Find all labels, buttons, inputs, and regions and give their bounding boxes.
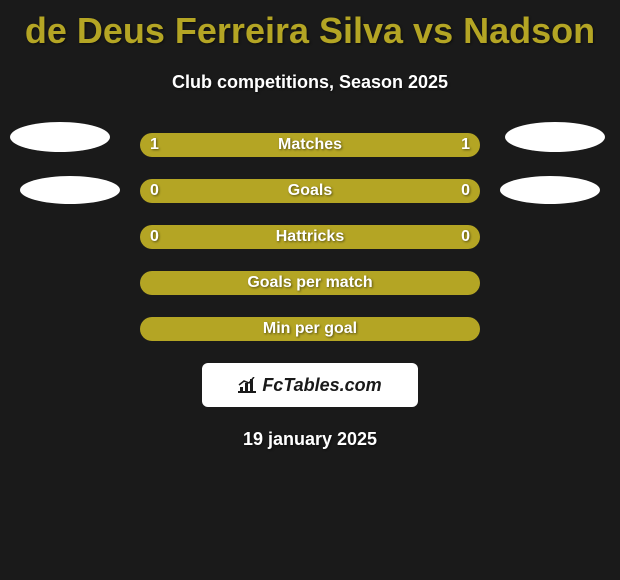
page-subtitle: Club competitions, Season 2025 [0,72,620,93]
stat-row-goals: 0 Goals 0 [140,179,480,203]
decoration-ellipse-right-1 [505,122,605,152]
stat-row-goals-per-match: Goals per match [140,271,480,295]
stat-row-hattricks: 0 Hattricks 0 [140,225,480,249]
stat-left-value: 1 [150,136,159,154]
stat-row-min-per-goal: Min per goal [140,317,480,341]
stat-left-value: 0 [150,228,159,246]
stats-container: 1 Matches 1 0 Goals 0 0 Hattricks 0 Goal… [0,133,620,341]
stat-label: Min per goal [263,320,357,338]
decoration-ellipse-right-2 [500,176,600,204]
decoration-ellipse-left-2 [20,176,120,204]
logo-container: FcTables.com [202,363,418,407]
stat-right-value: 0 [461,228,470,246]
chart-icon [238,377,256,393]
stat-label: Goals per match [247,274,372,292]
stat-right-value: 1 [461,136,470,154]
stat-right-value: 0 [461,182,470,200]
stat-label: Goals [288,182,332,200]
logo-text: FcTables.com [262,375,381,396]
decoration-ellipse-left-1 [10,122,110,152]
stat-row-matches: 1 Matches 1 [140,133,480,157]
footer-date: 19 january 2025 [0,429,620,450]
stat-left-value: 0 [150,182,159,200]
page-title: de Deus Ferreira Silva vs Nadson [0,0,620,52]
stat-label: Hattricks [276,228,344,246]
stat-label: Matches [278,136,342,154]
